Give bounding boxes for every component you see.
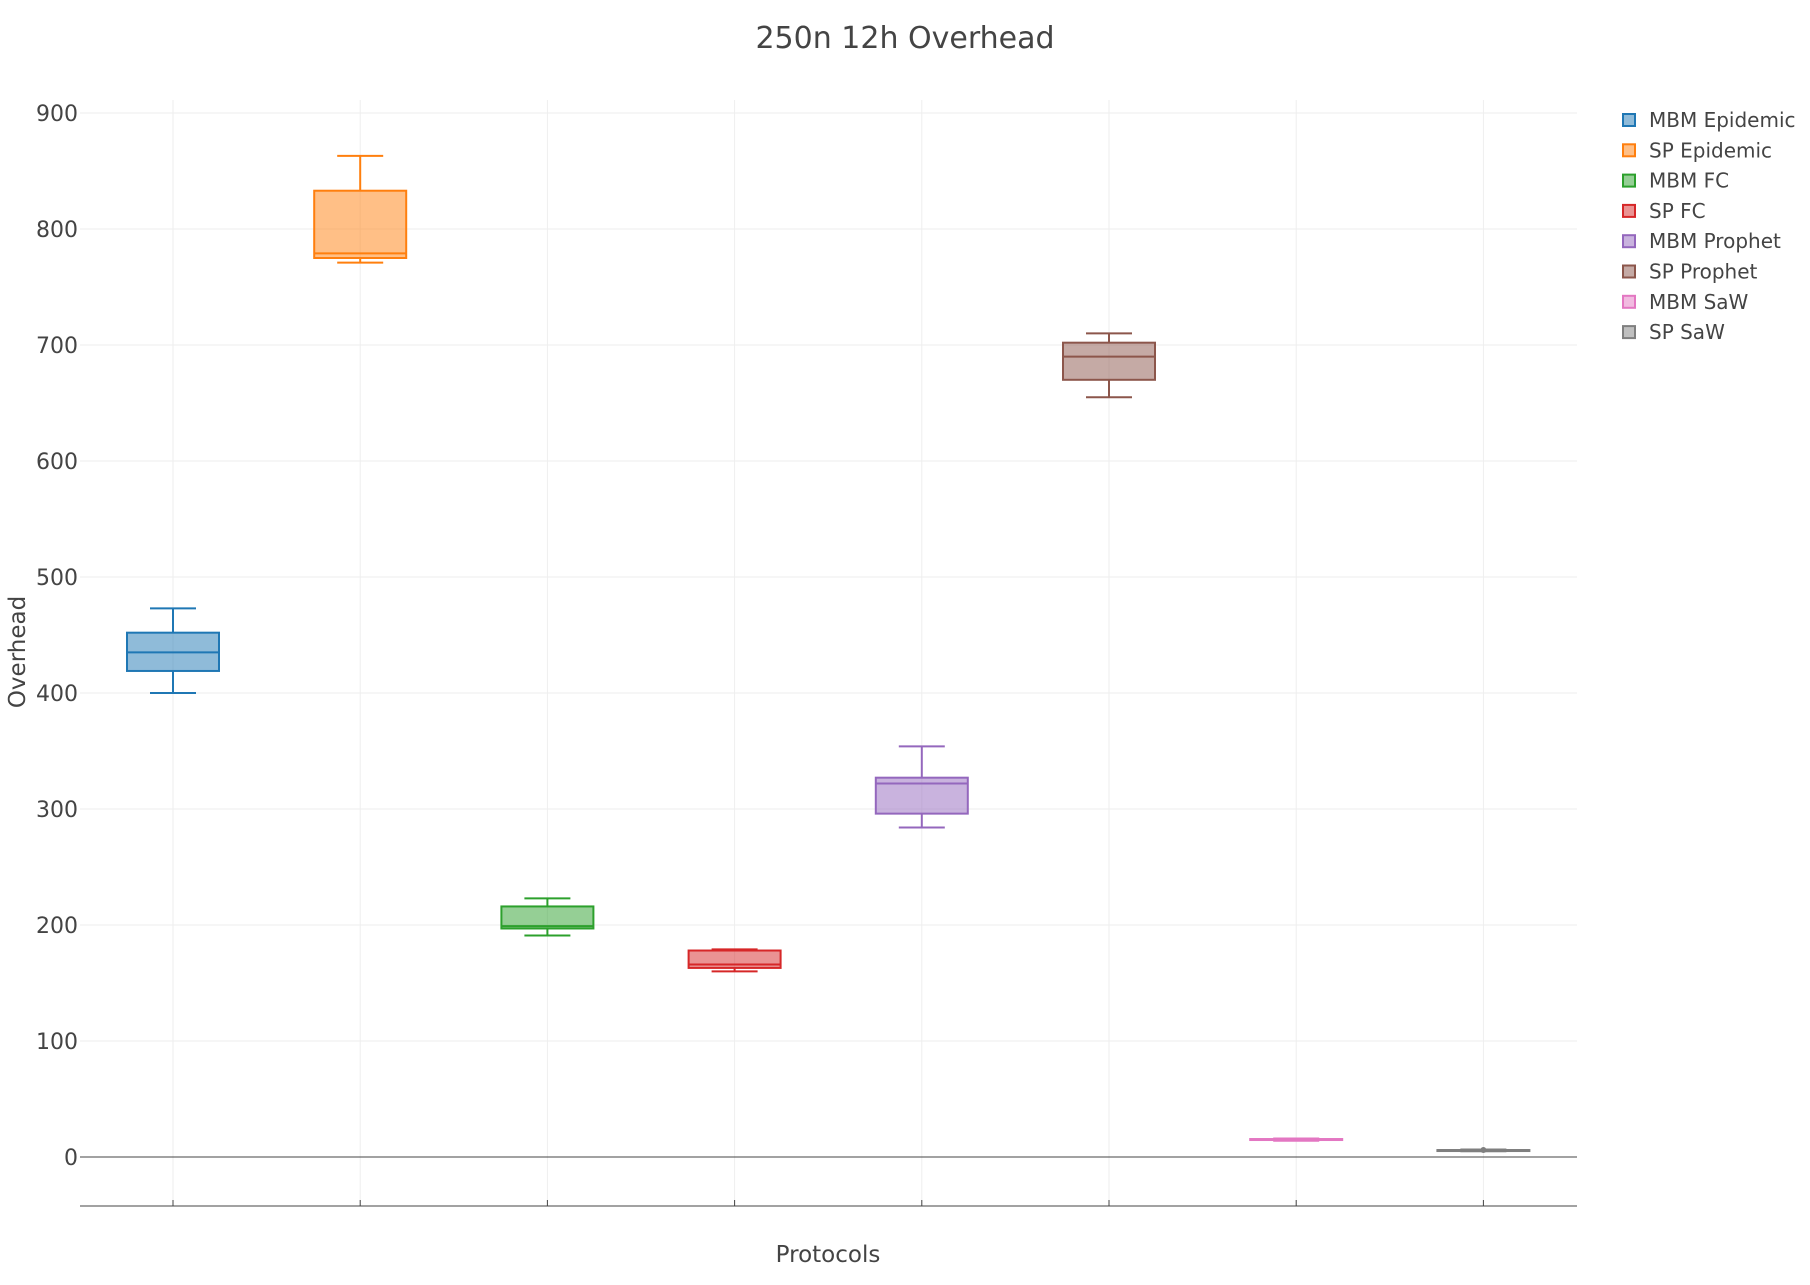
y-tick-label: 100 bbox=[36, 1030, 78, 1055]
legend-item-sp-prophet[interactable]: SP Prophet bbox=[1622, 260, 1758, 284]
y-tick-label: 500 bbox=[36, 566, 78, 591]
y-tick-label: 700 bbox=[36, 334, 78, 359]
legend-item-mbm-fc[interactable]: MBM FC bbox=[1622, 169, 1729, 193]
x-axis-ticks bbox=[172, 1200, 1484, 1206]
legend-label: MBM Prophet bbox=[1649, 229, 1781, 253]
y-axis-label: Overhead bbox=[5, 596, 31, 708]
interquartile-box bbox=[313, 189, 408, 259]
legend-swatch bbox=[1622, 203, 1636, 218]
legend-item-mbm-saw[interactable]: MBM SaW bbox=[1622, 290, 1749, 314]
legend-item-mbm-epidemic[interactable]: MBM Epidemic bbox=[1622, 108, 1796, 132]
legend-item-sp-saw[interactable]: SP SaW bbox=[1622, 320, 1725, 344]
interquartile-box bbox=[1062, 341, 1156, 381]
interquartile-box bbox=[500, 905, 595, 930]
legend-swatch bbox=[1622, 325, 1636, 340]
legend-label: MBM FC bbox=[1649, 169, 1729, 193]
box-sp-epidemic[interactable] bbox=[313, 154, 408, 264]
box-mbm-fc[interactable] bbox=[500, 897, 595, 937]
legend-swatch bbox=[1622, 294, 1636, 309]
legend-label: SP FC bbox=[1649, 199, 1706, 223]
sp-saw-point bbox=[1480, 1147, 1487, 1154]
legend-swatch bbox=[1622, 264, 1636, 279]
y-tick-label: 600 bbox=[36, 450, 78, 475]
legend-item-sp-epidemic[interactable]: SP Epidemic bbox=[1622, 138, 1772, 162]
box-mbm-prophet[interactable] bbox=[874, 745, 969, 829]
y-axis-ticks: 0 100 200 300 400 500 600 700 800 900 bbox=[36, 102, 78, 1171]
x-axis-label: Protocols bbox=[776, 1242, 881, 1268]
y-tick-label: 800 bbox=[36, 218, 78, 243]
legend-swatch bbox=[1622, 143, 1636, 158]
legend-label: MBM Epidemic bbox=[1649, 108, 1796, 132]
chart-title: 250n 12h Overhead bbox=[755, 21, 1054, 56]
y-tick-label: 900 bbox=[36, 102, 78, 127]
box-sp-fc[interactable] bbox=[687, 948, 782, 973]
legend-swatch bbox=[1622, 234, 1636, 249]
y-tick-label: 400 bbox=[36, 682, 78, 707]
legend-item-mbm-prophet[interactable]: MBM Prophet bbox=[1622, 229, 1781, 253]
y-tick-label: 0 bbox=[64, 1146, 78, 1171]
legend-label: MBM SaW bbox=[1649, 290, 1749, 314]
legend[interactable]: MBM Epidemic SP Epidemic MBM FC SP FC MBM Pr… bbox=[1622, 108, 1796, 344]
legend-swatch bbox=[1622, 173, 1636, 188]
legend-label: SP Epidemic bbox=[1649, 138, 1772, 162]
y-tick-label: 300 bbox=[36, 798, 78, 823]
box-sp-prophet[interactable] bbox=[1062, 332, 1156, 399]
box-series-group bbox=[126, 154, 1531, 1154]
legend-swatch bbox=[1622, 113, 1636, 127]
box-mbm-epidemic[interactable] bbox=[126, 607, 220, 694]
legend-label: SP Prophet bbox=[1649, 260, 1758, 284]
legend-label: SP SaW bbox=[1649, 320, 1725, 344]
legend-item-sp-fc[interactable]: SP FC bbox=[1622, 199, 1706, 223]
y-tick-label: 200 bbox=[36, 914, 78, 939]
box-mbm-saw[interactable] bbox=[1249, 1137, 1344, 1142]
grid-lines bbox=[80, 100, 1577, 1206]
